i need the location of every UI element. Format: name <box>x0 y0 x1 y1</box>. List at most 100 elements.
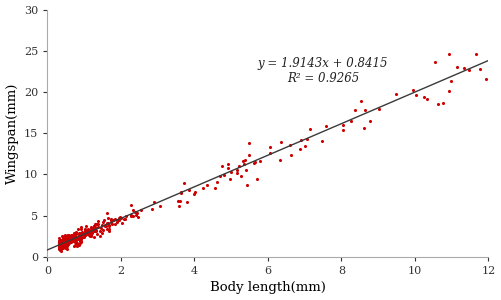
Point <box>347 119 355 124</box>
Point <box>69 234 77 239</box>
Point <box>74 242 82 247</box>
Point <box>71 237 79 242</box>
Point <box>93 221 101 226</box>
Point <box>339 127 347 132</box>
Point <box>66 238 74 243</box>
Point <box>75 233 83 238</box>
Point <box>136 207 144 212</box>
Point <box>412 92 420 97</box>
Point <box>60 241 68 245</box>
Point <box>78 235 86 240</box>
Point <box>213 180 221 185</box>
Point <box>71 238 79 243</box>
Point <box>55 243 63 248</box>
Text: y = 1.9143x + 0.8415
R² = 0.9265: y = 1.9143x + 0.8415 R² = 0.9265 <box>258 57 388 86</box>
Point <box>58 238 66 243</box>
Point <box>83 232 91 237</box>
Point <box>459 65 467 70</box>
Point <box>129 214 137 219</box>
Point <box>55 236 63 241</box>
Point <box>83 231 91 236</box>
Point <box>67 239 75 244</box>
Point <box>59 238 67 242</box>
Point <box>56 245 64 250</box>
Point <box>76 230 84 235</box>
Point <box>96 229 104 234</box>
Point <box>85 232 93 237</box>
Point <box>57 244 65 248</box>
Point <box>64 236 72 240</box>
Point <box>71 239 79 244</box>
Point <box>81 227 89 232</box>
Point <box>148 206 156 211</box>
Point <box>83 228 91 233</box>
Point <box>111 217 119 222</box>
Point <box>90 234 98 239</box>
Point <box>286 143 294 148</box>
Point <box>472 52 480 56</box>
Point <box>56 243 64 248</box>
Point <box>97 226 105 231</box>
Point <box>73 240 81 245</box>
Point <box>62 240 70 244</box>
Point <box>60 237 68 242</box>
Point <box>129 208 137 213</box>
Point <box>62 237 70 242</box>
Point <box>105 224 113 228</box>
Point <box>55 246 63 251</box>
Point <box>77 237 85 242</box>
Point <box>56 239 64 244</box>
Point <box>81 228 89 233</box>
Point <box>420 95 428 100</box>
Point <box>71 230 79 235</box>
Point <box>70 234 78 239</box>
Point <box>226 176 234 181</box>
Point <box>104 210 112 215</box>
Point <box>63 236 71 241</box>
Point <box>61 238 69 243</box>
Point <box>78 231 86 236</box>
Point <box>61 242 69 247</box>
Point <box>65 235 73 240</box>
Point <box>211 186 219 191</box>
Point <box>242 167 250 172</box>
Point <box>65 239 73 244</box>
Point <box>70 243 78 248</box>
Point <box>64 239 72 244</box>
Point <box>67 236 75 241</box>
Point <box>70 235 78 239</box>
Point <box>177 190 185 195</box>
Point <box>57 243 65 248</box>
Point <box>62 241 70 246</box>
Point <box>64 238 72 242</box>
Point <box>65 234 73 239</box>
Point <box>98 223 106 227</box>
Point <box>57 248 65 253</box>
Point <box>59 242 67 247</box>
Point <box>91 225 99 230</box>
Point <box>78 232 86 236</box>
Point <box>56 239 64 244</box>
Point <box>63 244 71 248</box>
Point <box>61 238 69 243</box>
Point <box>322 123 330 128</box>
Point <box>80 233 88 238</box>
Point <box>70 235 78 239</box>
Point <box>62 241 70 246</box>
Point <box>88 225 96 230</box>
Point <box>72 230 80 235</box>
Point <box>77 230 85 235</box>
Point <box>74 236 82 241</box>
Point <box>60 244 68 249</box>
Point <box>70 232 78 237</box>
Point <box>82 224 90 229</box>
Point <box>57 241 65 245</box>
Point <box>91 222 99 227</box>
Point <box>89 227 97 232</box>
Point <box>79 233 87 238</box>
Point <box>423 96 431 101</box>
Point <box>60 240 68 244</box>
Point <box>61 244 69 249</box>
Point <box>218 163 226 168</box>
Point <box>216 173 224 178</box>
